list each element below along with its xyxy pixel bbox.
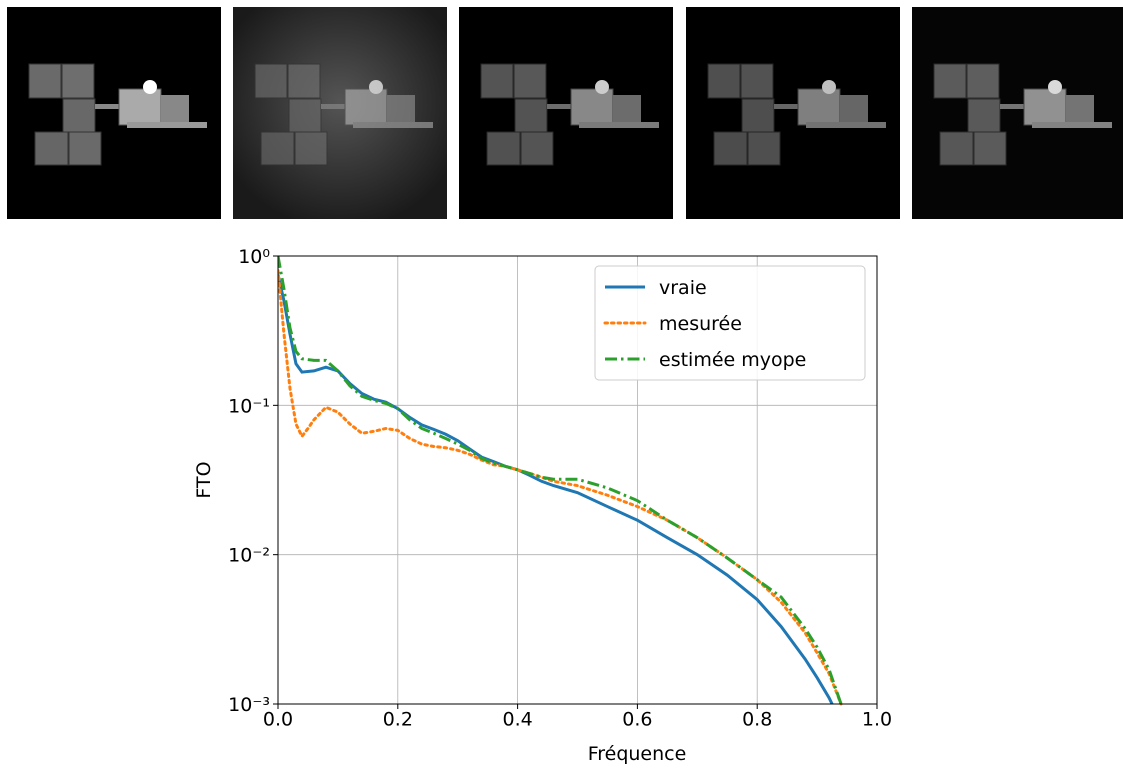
legend-label: mesurée xyxy=(659,313,742,335)
x-tick-label: 0.4 xyxy=(502,709,532,731)
image-strip xyxy=(7,7,1123,219)
y-tick-label: 10⁻¹ xyxy=(228,395,270,417)
y-tick-label: 10⁻³ xyxy=(228,694,270,716)
x-axis-label: Fréquence xyxy=(588,743,687,765)
legend-label: vraie xyxy=(659,277,707,299)
x-tick-label: 0.6 xyxy=(622,709,652,731)
line-series xyxy=(278,255,843,705)
plot-area xyxy=(278,255,843,706)
plot-frame xyxy=(277,255,878,705)
y-axis-label: FTO xyxy=(193,461,215,498)
legend-label: estimée myope xyxy=(659,349,806,371)
x-tick-label: 1.0 xyxy=(862,709,892,731)
x-tick-label: 0.0 xyxy=(263,709,293,731)
y-tick-label: 10⁻² xyxy=(228,545,270,567)
x-tick-label: 0.8 xyxy=(742,709,772,731)
line-series xyxy=(278,268,843,706)
y-tick-label: 10⁰ xyxy=(238,246,270,268)
legend-box xyxy=(594,265,866,381)
x-tick-label: 0.2 xyxy=(383,709,413,731)
